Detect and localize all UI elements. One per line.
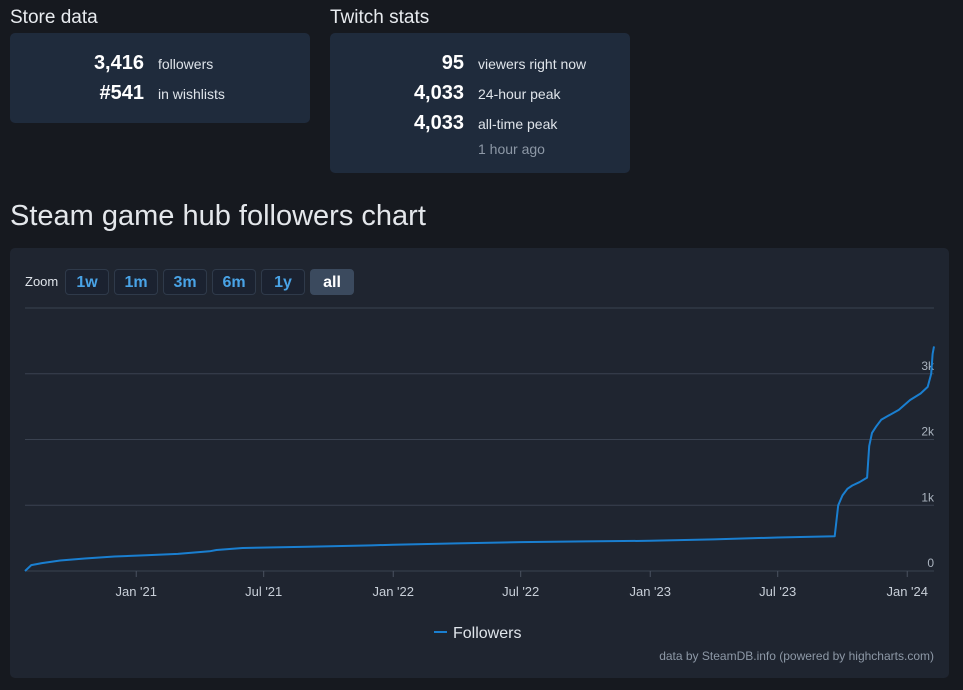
- x-tick-label: Jan '23: [629, 584, 671, 599]
- y-tick-label: 0: [927, 556, 934, 570]
- store-data-title: Store data: [10, 7, 98, 28]
- zoom-3m-button[interactable]: 3m: [163, 269, 207, 295]
- legend-followers-label[interactable]: Followers: [453, 625, 521, 642]
- zoom-6m-button[interactable]: 6m: [212, 269, 256, 295]
- x-axis: Jan '21 Jul '21 Jan '22 Jul '22 Jan '23 Jul '…: [25, 570, 934, 599]
- zoom-all-button[interactable]: all: [310, 269, 354, 295]
- legend: Followers: [434, 625, 521, 642]
- twitch-stats-title: Twitch stats: [330, 7, 430, 28]
- followers-label: followers: [158, 56, 214, 72]
- all-time-peak-stat: 4,033 all-time peak: [330, 112, 557, 135]
- chart-credit: data by SteamDB.info (powered by highcha…: [659, 649, 934, 663]
- series-line-followers[interactable]: [24, 346, 935, 572]
- store-data-card: 3,416 followers #541 in wishlists: [10, 33, 310, 123]
- chart-panel: Zoom 1w 1m 3m 6m 1y all Jan '21 Jul '21 Ja…: [10, 248, 949, 678]
- viewers-now-value: 95: [441, 52, 464, 74]
- wishlist-rank: #541: [99, 82, 145, 104]
- all-time-peak-label: all-time peak: [478, 116, 558, 132]
- chart-heading: Steam game hub followers chart: [10, 200, 426, 232]
- y-tick-label: 2k: [921, 425, 935, 439]
- viewers-now-label: viewers right now: [478, 56, 587, 72]
- x-tick-label: Jan '21: [115, 584, 157, 599]
- grid-lines: [25, 307, 934, 572]
- wishlist-label: in wishlists: [158, 86, 225, 102]
- x-tick-label: Jul '21: [245, 584, 282, 599]
- x-tick-label: Jan '22: [372, 584, 414, 599]
- followers-stat: 3,416 followers: [10, 52, 213, 75]
- followers-chart: Jan '21 Jul '21 Jan '22 Jul '22 Jan '23 Jul '…: [24, 307, 935, 663]
- series-area: [24, 346, 935, 572]
- x-tick-label: Jan '24: [886, 584, 928, 599]
- day-peak-value: 4,033: [413, 82, 464, 104]
- day-peak-label: 24-hour peak: [478, 86, 561, 102]
- wishlist-stat: #541 in wishlists: [10, 82, 225, 105]
- y-tick-label: 1k: [921, 490, 935, 504]
- followers-count: 3,416: [93, 52, 144, 74]
- peak-timestamp: 1 hour ago: [478, 141, 545, 157]
- zoom-1m-button[interactable]: 1m: [114, 269, 158, 295]
- x-tick-label: Jul '23: [759, 584, 796, 599]
- zoom-1w-button[interactable]: 1w: [65, 269, 109, 295]
- zoom-1y-button[interactable]: 1y: [261, 269, 305, 295]
- all-time-peak-value: 4,033: [413, 112, 464, 134]
- twitch-stats-card: 95 viewers right now 4,033 24-hour peak …: [330, 33, 630, 173]
- zoom-label: Zoom: [25, 274, 59, 289]
- viewers-now-stat: 95 viewers right now: [330, 52, 586, 75]
- x-tick-label: Jul '22: [502, 584, 539, 599]
- day-peak-stat: 4,033 24-hour peak: [330, 82, 561, 105]
